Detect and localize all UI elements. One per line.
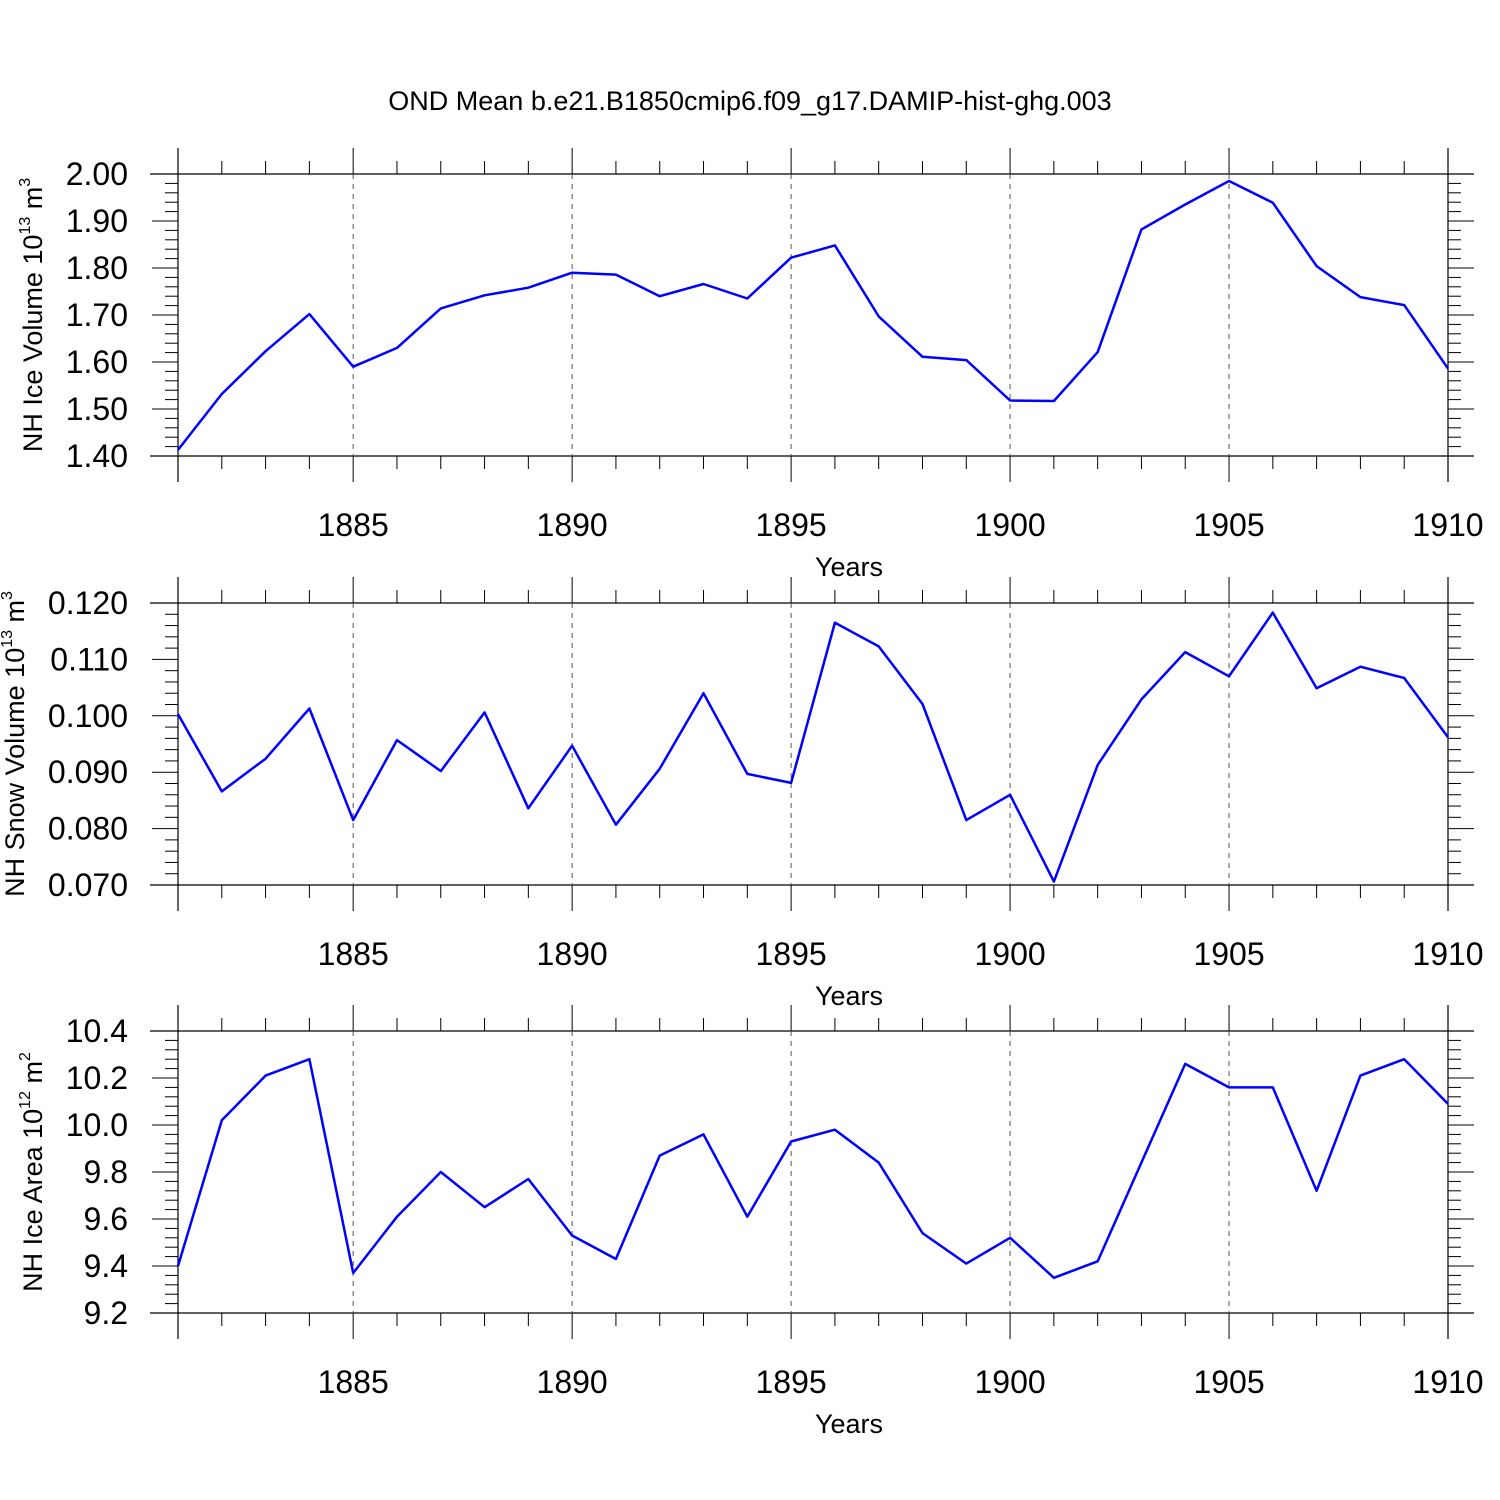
y-tick-label: 1.70 [66,297,128,333]
y-tick-label: 10.2 [66,1060,128,1096]
y-tick-label: 0.080 [48,811,128,847]
x-tick-label: 1910 [1412,936,1483,972]
y-tick-label: 9.6 [84,1201,128,1237]
y-axis-label: NH Ice Area 1012 m2 [17,1052,48,1292]
y-tick-label: 0.070 [48,867,128,903]
panel-ice-area: 1885 1890 1895 1900 1905 1910 9.2 9.4 9.6 9.8 10.0… [17,1005,1484,1439]
y-tick-label: 1.80 [66,250,128,286]
x-tick-label: 1895 [756,1364,827,1400]
panel-ice-volume: 1885 1890 1895 1900 1905 1910 1.40 1.50 1.60 1.70… [17,148,1484,582]
series-line [177,179,1450,451]
y-tick-label: 10.0 [66,1107,128,1143]
series-line [176,1057,1449,1280]
y-axis-label: NH Ice Volume 1013 m3 [17,178,48,452]
y-tick-label: 9.8 [84,1154,128,1190]
y-tick-label: 1.60 [66,344,128,380]
x-tick-label: 1905 [1193,936,1264,972]
x-tick-label: 1900 [974,1364,1045,1400]
y-tick-label: 0.090 [48,754,128,790]
y-tick-label: 1.90 [66,203,128,239]
panel-snow-volume: 1885 1890 1895 1900 1905 1910 0.070 0.080 0.090 0… [0,577,1484,1011]
x-tick-label: 1885 [318,507,389,543]
y-tick-label: 0.110 [50,641,128,677]
y-tick-label: 2.00 [66,156,128,192]
x-axis-label: Years [815,981,883,1011]
x-tick-label: 1900 [974,936,1045,972]
x-tick-label: 1890 [537,1364,608,1400]
x-tick-label: 1885 [318,1364,389,1400]
y-axis-label: NH Snow Volume 1013 m3 [0,591,30,897]
y-tick-label: 0.100 [48,698,128,734]
figure-title: OND Mean b.e21.B1850cmip6.f09_g17.DAMIP-… [388,86,1111,116]
x-tick-label: 1900 [974,507,1045,543]
x-tick-label: 1885 [318,936,389,972]
x-axis-label: Years [815,1409,883,1439]
x-tick-label: 1905 [1193,1364,1264,1400]
y-tick-label: 0.120 [48,585,128,621]
y-tick-label: 10.4 [66,1013,128,1049]
series-line [176,611,1450,883]
x-tick-label: 1910 [1412,1364,1483,1400]
y-tick-label: 1.40 [66,438,128,474]
x-tick-label: 1905 [1193,507,1264,543]
x-tick-label: 1890 [537,507,608,543]
y-tick-label: 9.2 [84,1295,128,1331]
x-axis-label: Years [815,552,883,582]
x-tick-label: 1895 [756,507,827,543]
x-tick-label: 1890 [537,936,608,972]
x-tick-label: 1910 [1412,507,1483,543]
y-tick-label: 9.4 [84,1248,128,1284]
x-tick-label: 1895 [756,936,827,972]
y-tick-label: 1.50 [66,391,128,427]
